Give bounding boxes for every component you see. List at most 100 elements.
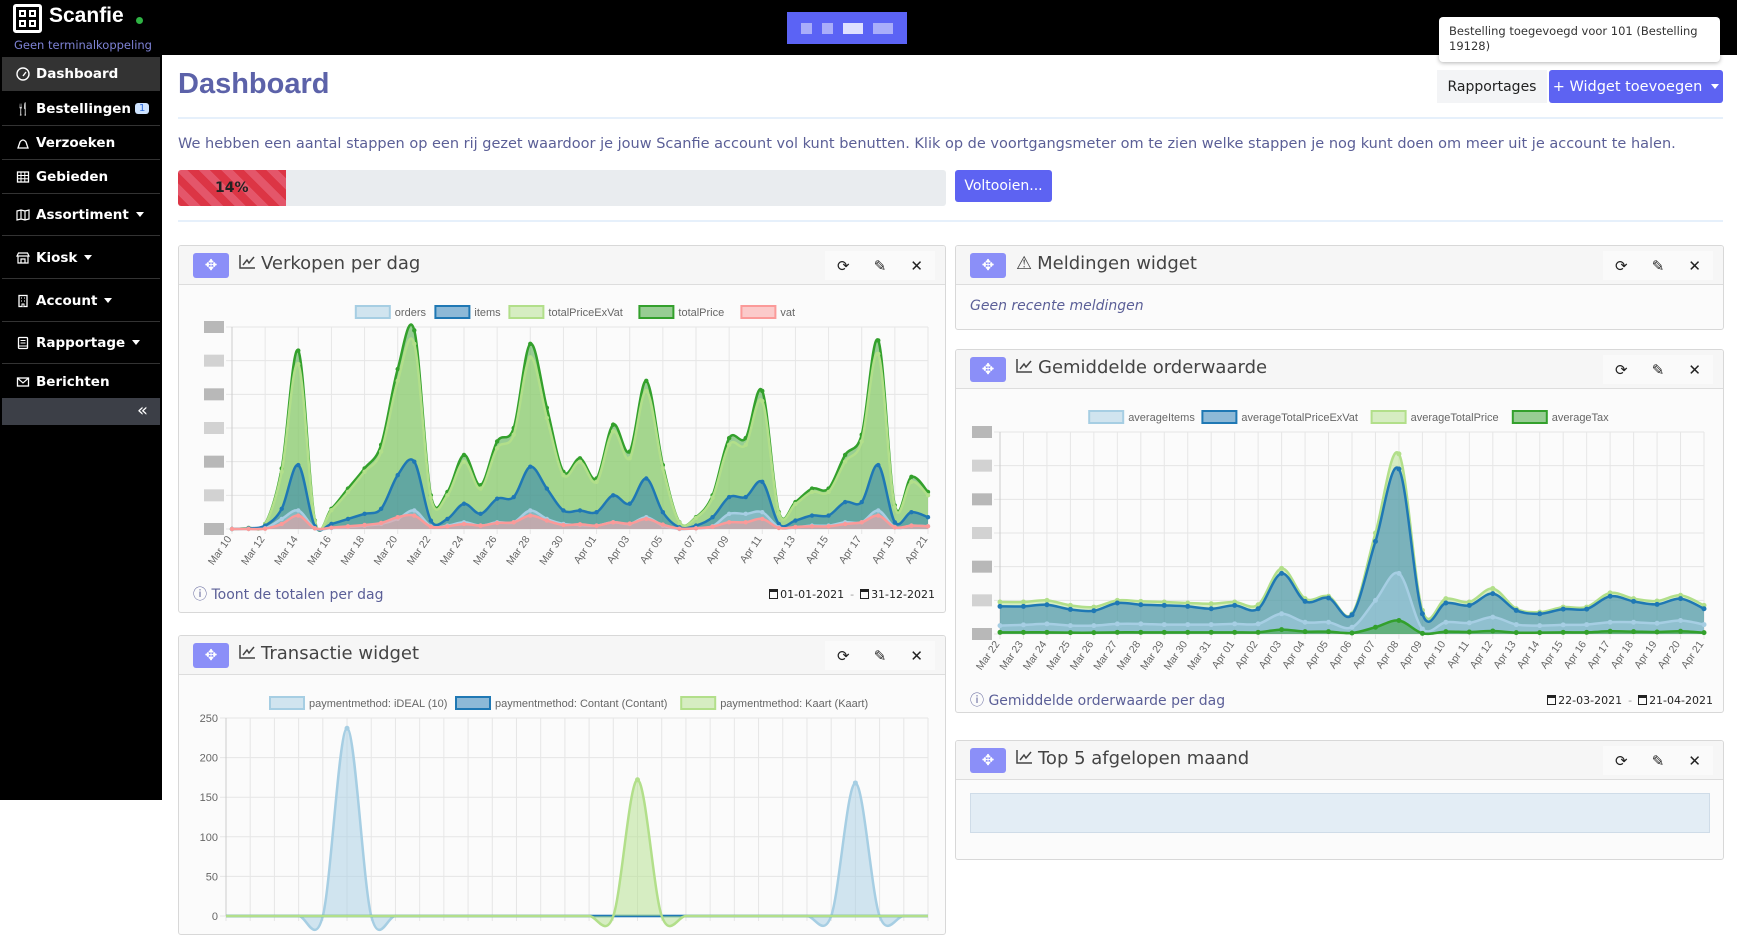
data-point xyxy=(760,509,765,515)
data-point xyxy=(809,489,815,495)
divider xyxy=(178,117,1723,119)
collapse-sidebar-button[interactable]: « xyxy=(2,398,160,425)
move-icon[interactable]: ✥ xyxy=(970,357,1006,382)
line-chart-icon xyxy=(239,643,256,664)
move-icon[interactable]: ✥ xyxy=(193,253,229,278)
date-to[interactable]: 31-12-2021 xyxy=(871,588,935,601)
refresh-icon[interactable]: ⟳ xyxy=(837,256,850,275)
close-icon[interactable]: ✕ xyxy=(1688,360,1701,379)
refresh-icon[interactable]: ⟳ xyxy=(1615,751,1628,770)
data-point xyxy=(1208,601,1214,607)
edit-icon[interactable]: ✎ xyxy=(873,256,887,275)
sidebar-item-account[interactable]: Account xyxy=(2,280,160,322)
complete-button[interactable]: Voltooien... xyxy=(955,170,1052,202)
terminal-status[interactable]: Geen terminalkoppeling xyxy=(14,38,152,52)
close-icon[interactable]: ✕ xyxy=(910,646,923,665)
brand-name[interactable]: Scanfie xyxy=(49,4,124,27)
data-point xyxy=(1185,629,1191,635)
data-point xyxy=(262,526,268,531)
data-point xyxy=(1208,629,1214,635)
sidebar-item-rapportage[interactable]: Rapportage xyxy=(2,322,160,364)
refresh-icon[interactable]: ⟳ xyxy=(1615,256,1628,275)
data-point xyxy=(726,494,732,500)
x-tick-label: Mar 16 xyxy=(305,534,334,568)
y-tick-label-redacted xyxy=(204,388,224,401)
legend-swatch xyxy=(1370,410,1407,424)
close-icon[interactable]: ✕ xyxy=(1688,751,1701,770)
y-tick-label: 50 xyxy=(206,871,218,883)
data-point xyxy=(1067,602,1073,608)
data-point xyxy=(1678,596,1684,602)
x-tick-label: Apr 10 xyxy=(1421,639,1449,671)
date-range[interactable]: 22-03-2021-21-04-2021 xyxy=(1547,694,1713,707)
data-point xyxy=(1584,622,1590,628)
data-point xyxy=(743,511,748,517)
data-point xyxy=(594,479,599,485)
widget-header: ✥ Verkopen per dag ⟳ ✎ ✕ xyxy=(179,246,945,285)
x-tick-label: Apr 16 xyxy=(1562,639,1590,671)
y-tick-label-redacted xyxy=(204,523,224,535)
widget-header: ✥ Gemiddelde orderwaarde ⟳ ✎ ✕ xyxy=(956,350,1723,389)
data-point xyxy=(378,520,384,526)
refresh-icon[interactable]: ⟳ xyxy=(837,646,850,665)
sidebar-item-assortiment[interactable]: Assortiment xyxy=(2,194,160,236)
sidebar-item-dashboard[interactable]: Dashboard xyxy=(2,57,160,91)
data-point xyxy=(378,506,384,511)
sidebar-item-gebieden[interactable]: Gebieden xyxy=(2,160,160,194)
edit-icon[interactable]: ✎ xyxy=(1651,360,1665,379)
date-from[interactable]: 01-01-2021 xyxy=(780,588,845,601)
sidebar-item-label: Gebieden xyxy=(36,168,109,185)
data-point xyxy=(1560,622,1566,628)
sidebar-item-berichten[interactable]: Berichten xyxy=(2,365,160,398)
widget-info: ⓘ Gemiddelde orderwaarde per dag xyxy=(970,693,1226,709)
x-tick-label: Apr 02 xyxy=(1233,639,1261,671)
widget-title: Verkopen per dag xyxy=(261,253,421,274)
sidebar-item-bestellingen[interactable]: 🍴 Bestellingen 1 xyxy=(2,92,160,126)
data-point xyxy=(494,496,500,501)
x-tick-label: Apr 05 xyxy=(638,534,666,566)
edit-icon[interactable]: ✎ xyxy=(1651,751,1665,770)
data-point xyxy=(412,328,417,333)
data-point xyxy=(312,526,318,531)
data-point xyxy=(296,361,301,367)
chevron-down-icon xyxy=(135,212,144,217)
orders-count-badge: 1 xyxy=(135,103,150,114)
edit-icon[interactable]: ✎ xyxy=(873,646,887,665)
move-icon[interactable]: ✥ xyxy=(970,253,1006,278)
refresh-icon[interactable]: ⟳ xyxy=(1615,360,1628,379)
chevron-down-icon xyxy=(84,255,93,260)
close-icon[interactable]: ✕ xyxy=(1688,256,1701,275)
x-tick-label: Apr 01 xyxy=(1210,639,1238,671)
data-point xyxy=(1513,622,1519,628)
sidebar-item-label: Berichten xyxy=(36,373,110,390)
rapportages-button[interactable]: Rapportages xyxy=(1437,70,1547,103)
data-point xyxy=(229,526,235,532)
line-chart-icon xyxy=(1016,748,1033,769)
data-point xyxy=(378,449,384,454)
x-tick-label: Mar 12 xyxy=(239,534,268,568)
date-range[interactable]: 01-01-2021-31-12-2021 xyxy=(769,588,935,601)
date-from[interactable]: 22-03-2021 xyxy=(1558,694,1623,707)
x-tick-label: Apr 19 xyxy=(1632,639,1660,671)
bell-icon xyxy=(16,136,30,150)
move-icon[interactable]: ✥ xyxy=(970,748,1006,773)
scanfie-logo-icon[interactable] xyxy=(13,4,42,33)
legend-label: items xyxy=(474,307,501,319)
close-icon[interactable]: ✕ xyxy=(910,256,923,275)
onboarding-progress-bar[interactable]: 14% xyxy=(178,170,946,206)
data-point xyxy=(395,378,400,384)
notification-toast[interactable]: Bestelling toegevoegd voor 101 (Bestelli… xyxy=(1439,17,1720,62)
widget-info-text: Gemiddelde orderwaarde per dag xyxy=(988,693,1226,709)
date-to[interactable]: 21-04-2021 xyxy=(1649,694,1713,707)
move-icon[interactable]: ✥ xyxy=(193,643,229,668)
data-point xyxy=(1443,629,1449,635)
data-point xyxy=(997,623,1003,629)
edit-icon[interactable]: ✎ xyxy=(1651,256,1665,275)
x-tick-label: Mar 10 xyxy=(206,534,235,568)
add-widget-dropdown-button[interactable]: + Widget toevoegen xyxy=(1549,70,1723,103)
redacted-venue-button[interactable] xyxy=(787,12,907,44)
sidebar-item-kiosk[interactable]: Kiosk xyxy=(2,237,160,279)
sidebar-item-verzoeken[interactable]: Verzoeken xyxy=(2,126,160,160)
data-point xyxy=(842,521,848,527)
y-tick-label: 0 xyxy=(212,911,218,923)
